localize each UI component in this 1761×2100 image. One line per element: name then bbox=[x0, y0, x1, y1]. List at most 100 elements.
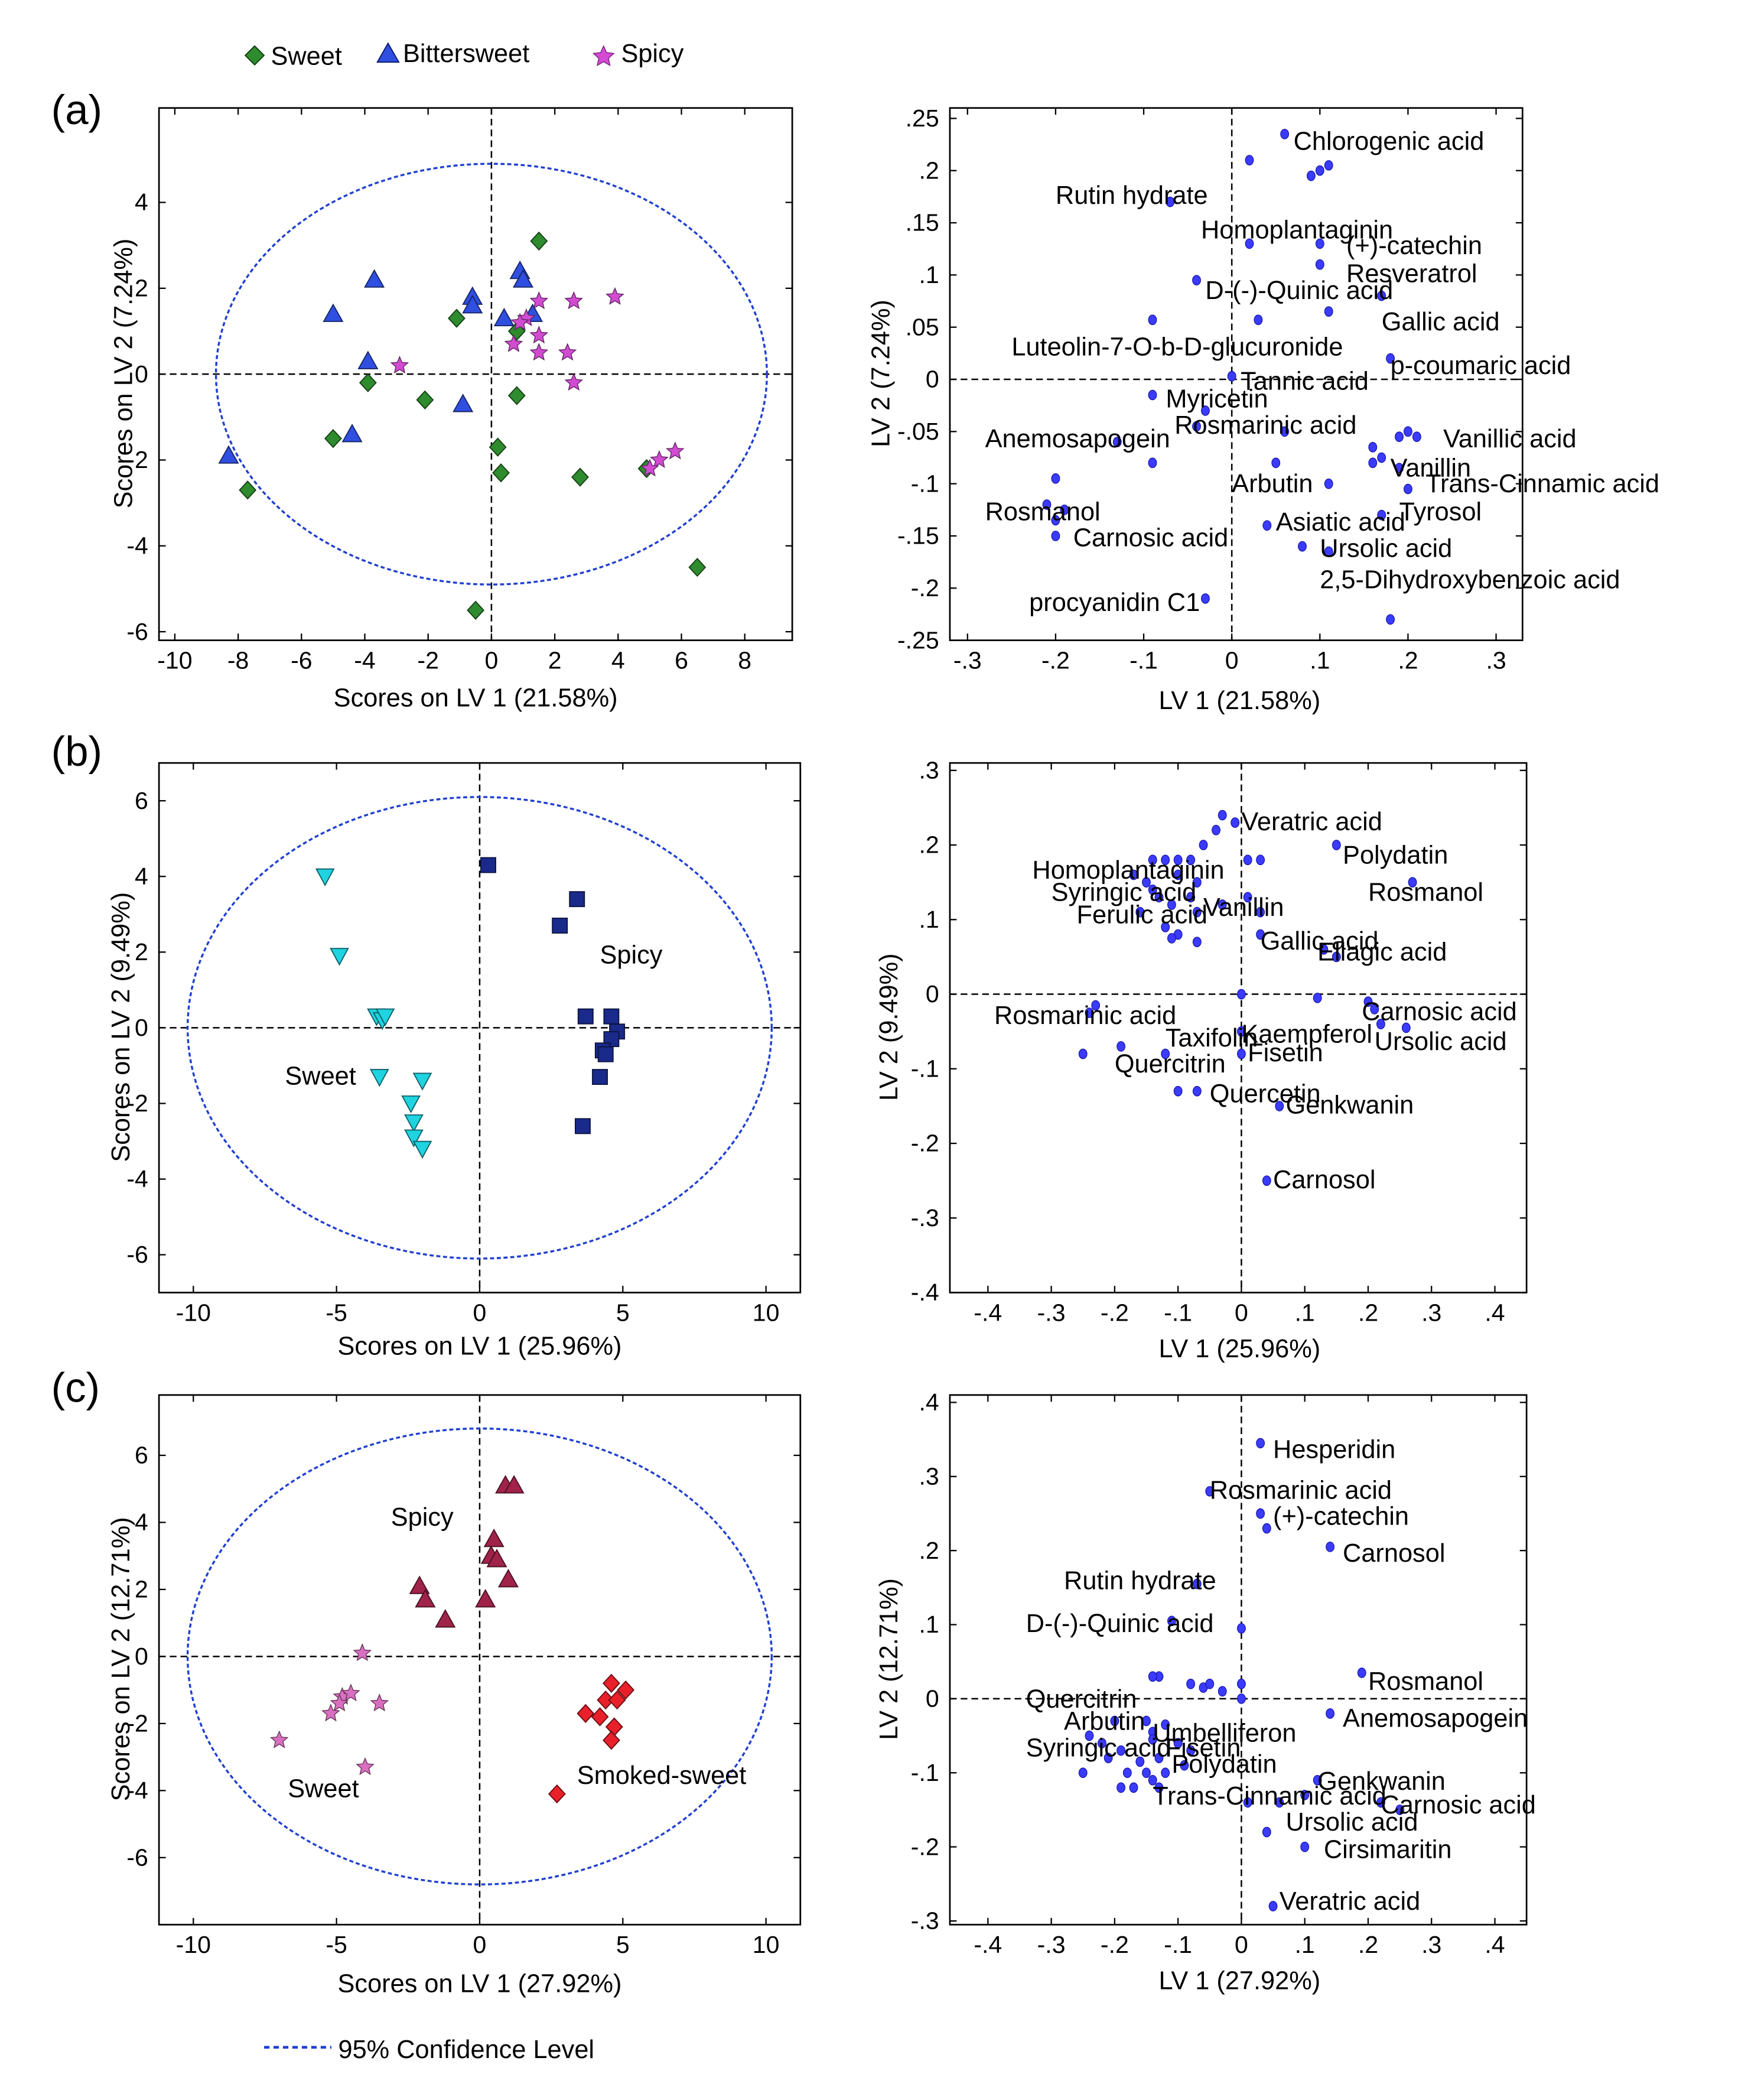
x-tick-label: 5 bbox=[616, 1931, 630, 1958]
variable-label: Arbutin bbox=[1064, 1708, 1145, 1736]
y-tick-label: 2 bbox=[135, 938, 148, 966]
y-tick-label: 4 bbox=[135, 188, 148, 216]
point-loadings bbox=[1357, 1667, 1366, 1678]
variable-label: Rosmanol bbox=[985, 498, 1101, 526]
variable-label: Quercetin bbox=[1210, 1080, 1321, 1108]
y-tick-label: 4 bbox=[135, 863, 148, 890]
y-tick-label: -.4 bbox=[911, 1279, 939, 1306]
variable-label: Cirsimaritin bbox=[1324, 1835, 1452, 1864]
point-loadings bbox=[1275, 1797, 1284, 1808]
y-tick-label: .1 bbox=[919, 261, 939, 288]
x-tick-label: 10 bbox=[753, 1931, 780, 1958]
point-loadings bbox=[1148, 854, 1157, 866]
point-spicy bbox=[503, 1475, 525, 1494]
variable-label: Anemosapogein bbox=[1343, 1705, 1528, 1733]
point-sweet bbox=[401, 1095, 421, 1114]
variable-label: Polydatin bbox=[1343, 841, 1448, 870]
point-spicy bbox=[564, 291, 583, 310]
point-bittersweet bbox=[323, 303, 344, 322]
point-loadings bbox=[1377, 509, 1386, 521]
point-loadings bbox=[1192, 937, 1202, 947]
point-loadings bbox=[1324, 546, 1333, 557]
y-tick-label: -.3 bbox=[911, 1204, 939, 1231]
panel-label-a: (a) bbox=[51, 86, 102, 133]
point-loadings bbox=[1135, 906, 1145, 918]
y-tick-label: -2 bbox=[126, 1090, 148, 1117]
point-loadings bbox=[1180, 1760, 1189, 1771]
variable-label: Syringic acid bbox=[1026, 1734, 1171, 1763]
variable-label: (+)-catechin bbox=[1346, 232, 1482, 260]
point-sweet bbox=[356, 1757, 375, 1776]
group-label: Sweet bbox=[288, 1775, 359, 1803]
point-smoked-sweet bbox=[617, 1680, 635, 1700]
x-tick-label: -8 bbox=[227, 647, 249, 674]
point-sweet bbox=[404, 1129, 424, 1147]
point-loadings bbox=[1173, 854, 1183, 866]
point-sweet bbox=[369, 1069, 389, 1087]
variable-label: Quercitrin bbox=[1115, 1050, 1226, 1078]
variable-label: p-coumaric acid bbox=[1391, 352, 1571, 380]
y-tick-label: 0 bbox=[926, 366, 939, 393]
point-sweet bbox=[269, 1730, 289, 1748]
point-loadings bbox=[1262, 1523, 1271, 1534]
variable-label: Asiatic acid bbox=[1276, 508, 1405, 537]
point-loadings bbox=[1201, 405, 1210, 416]
y-tick-label: -.1 bbox=[911, 470, 939, 497]
point-smoked-sweet bbox=[577, 1704, 595, 1724]
point-sweet bbox=[492, 463, 510, 483]
y-tick-label: .2 bbox=[919, 1537, 939, 1564]
point-loadings bbox=[1243, 1797, 1252, 1808]
point-spicy bbox=[558, 343, 577, 361]
x-tick-label: 0 bbox=[473, 1299, 487, 1326]
point-loadings bbox=[1161, 854, 1170, 866]
point-loadings bbox=[1186, 1679, 1196, 1689]
point-spicy bbox=[529, 343, 549, 361]
y-tick-label: .1 bbox=[919, 1611, 939, 1638]
point-loadings bbox=[1148, 1671, 1157, 1682]
point-loadings bbox=[1300, 1841, 1310, 1852]
variable-label: Fisetin bbox=[1166, 1734, 1241, 1763]
y-tick-label: .2 bbox=[919, 157, 939, 184]
legend-label-bittersweet: Bittersweet bbox=[403, 40, 529, 68]
y-tick-label: 2 bbox=[135, 275, 148, 302]
group-label: Smoked-sweet bbox=[577, 1761, 747, 1790]
point-loadings bbox=[1243, 892, 1252, 903]
y-tick-label: -2 bbox=[126, 1710, 148, 1737]
variable-label: Veratric acid bbox=[1280, 1887, 1420, 1916]
x-tick-label: -.3 bbox=[1037, 1299, 1066, 1326]
variable-label: Ellagic acid bbox=[1317, 938, 1447, 967]
y-axis-label: LV 2 (9.49%) bbox=[875, 953, 903, 1101]
point-sweet bbox=[370, 1693, 389, 1712]
points-layer bbox=[1078, 1438, 1405, 1912]
point-loadings bbox=[1245, 155, 1254, 165]
point-loadings bbox=[1376, 1019, 1385, 1029]
point-loadings bbox=[1148, 314, 1157, 326]
point-loadings bbox=[1192, 421, 1201, 432]
point-loadings bbox=[1395, 463, 1404, 473]
point-bittersweet bbox=[364, 269, 385, 288]
point-loadings bbox=[1256, 1438, 1265, 1449]
confidence-ellipse-layer bbox=[186, 1427, 773, 1886]
point-loadings bbox=[1237, 1693, 1246, 1704]
variable-label: Hesperidin bbox=[1273, 1435, 1395, 1464]
plot-frame bbox=[949, 107, 1524, 642]
variable-label: Umbelliferon bbox=[1153, 1719, 1296, 1748]
point-loadings bbox=[1161, 1719, 1170, 1730]
point-loadings bbox=[1313, 1774, 1322, 1786]
variable-label: Genkwanin bbox=[1286, 1091, 1414, 1120]
point-sweet bbox=[507, 386, 526, 405]
point-spicy bbox=[409, 1575, 430, 1594]
x-tick-label: 10 bbox=[753, 1299, 780, 1326]
point-sweet bbox=[330, 948, 349, 966]
variable-label: Rutin hydrate bbox=[1056, 181, 1208, 210]
point-spicy bbox=[510, 313, 529, 331]
y-tick-label: .3 bbox=[919, 757, 939, 784]
point-loadings bbox=[1268, 1901, 1278, 1912]
confidence-ellipse bbox=[214, 162, 768, 586]
x-axis-label: LV 1 (25.96%) bbox=[1158, 1335, 1320, 1363]
variable-label: 2,5-Dihydroxybenzoic acid bbox=[1320, 565, 1620, 594]
y-tick-label: 0 bbox=[135, 1014, 148, 1041]
point-loadings bbox=[1166, 196, 1175, 207]
y-tick-label: 4 bbox=[135, 1509, 148, 1536]
variable-label: Homoplantaginin bbox=[1201, 216, 1393, 245]
